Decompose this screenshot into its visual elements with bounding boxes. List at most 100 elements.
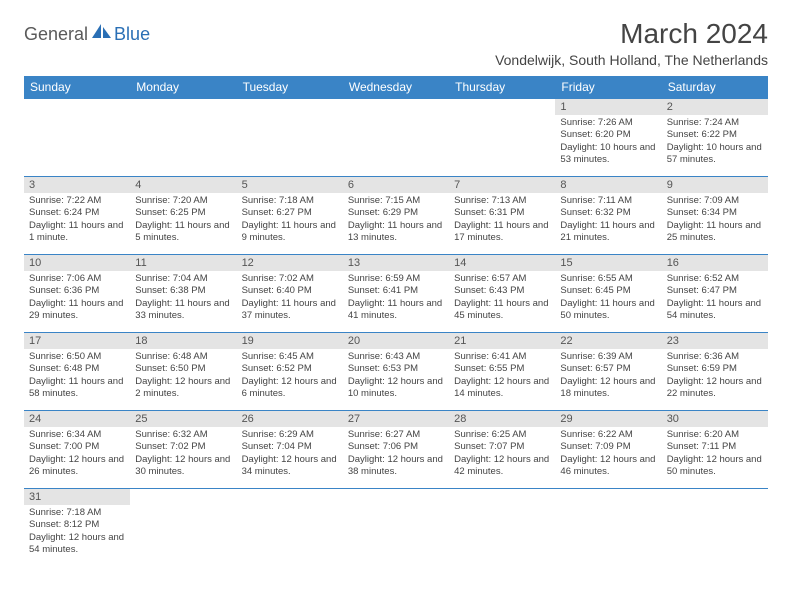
day-cell: 13Sunrise: 6:59 AMSunset: 6:41 PMDayligh… (343, 255, 449, 333)
day-number: 13 (343, 255, 449, 271)
day-number: 19 (237, 333, 343, 349)
week-row: 17Sunrise: 6:50 AMSunset: 6:48 PMDayligh… (24, 333, 768, 411)
day-number: 25 (130, 411, 236, 427)
day-details: Sunrise: 6:27 AMSunset: 7:06 PMDaylight:… (343, 427, 449, 482)
day-number: 18 (130, 333, 236, 349)
day-cell: 8Sunrise: 7:11 AMSunset: 6:32 PMDaylight… (555, 177, 661, 255)
day-number: 3 (24, 177, 130, 193)
day-details: Sunrise: 7:24 AMSunset: 6:22 PMDaylight:… (662, 115, 768, 170)
day-details: Sunrise: 6:43 AMSunset: 6:53 PMDaylight:… (343, 349, 449, 404)
header: General Blue March 2024 Vondelwijk, Sout… (24, 18, 768, 68)
day-header: Friday (555, 76, 661, 99)
day-number: 14 (449, 255, 555, 271)
day-details: Sunrise: 7:13 AMSunset: 6:31 PMDaylight:… (449, 193, 555, 248)
day-cell (237, 489, 343, 567)
day-number: 4 (130, 177, 236, 193)
week-row: 24Sunrise: 6:34 AMSunset: 7:00 PMDayligh… (24, 411, 768, 489)
day-details: Sunrise: 6:36 AMSunset: 6:59 PMDaylight:… (662, 349, 768, 404)
week-row: 10Sunrise: 7:06 AMSunset: 6:36 PMDayligh… (24, 255, 768, 333)
day-header: Monday (130, 76, 236, 99)
calendar-table: SundayMondayTuesdayWednesdayThursdayFrid… (24, 76, 768, 567)
day-details: Sunrise: 6:55 AMSunset: 6:45 PMDaylight:… (555, 271, 661, 326)
day-cell (237, 99, 343, 177)
day-details: Sunrise: 7:04 AMSunset: 6:38 PMDaylight:… (130, 271, 236, 326)
day-cell (130, 489, 236, 567)
location: Vondelwijk, South Holland, The Netherlan… (495, 52, 768, 68)
day-cell: 18Sunrise: 6:48 AMSunset: 6:50 PMDayligh… (130, 333, 236, 411)
day-number: 24 (24, 411, 130, 427)
day-details: Sunrise: 6:22 AMSunset: 7:09 PMDaylight:… (555, 427, 661, 482)
day-details: Sunrise: 6:50 AMSunset: 6:48 PMDaylight:… (24, 349, 130, 404)
day-number: 8 (555, 177, 661, 193)
day-cell: 24Sunrise: 6:34 AMSunset: 7:00 PMDayligh… (24, 411, 130, 489)
day-cell: 26Sunrise: 6:29 AMSunset: 7:04 PMDayligh… (237, 411, 343, 489)
day-details: Sunrise: 6:29 AMSunset: 7:04 PMDaylight:… (237, 427, 343, 482)
day-details: Sunrise: 6:45 AMSunset: 6:52 PMDaylight:… (237, 349, 343, 404)
day-cell: 28Sunrise: 6:25 AMSunset: 7:07 PMDayligh… (449, 411, 555, 489)
day-number: 20 (343, 333, 449, 349)
week-row: 31Sunrise: 7:18 AMSunset: 8:12 PMDayligh… (24, 489, 768, 567)
day-details: Sunrise: 6:59 AMSunset: 6:41 PMDaylight:… (343, 271, 449, 326)
week-row: 3Sunrise: 7:22 AMSunset: 6:24 PMDaylight… (24, 177, 768, 255)
day-cell: 23Sunrise: 6:36 AMSunset: 6:59 PMDayligh… (662, 333, 768, 411)
day-details: Sunrise: 7:15 AMSunset: 6:29 PMDaylight:… (343, 193, 449, 248)
day-cell (555, 489, 661, 567)
day-details: Sunrise: 6:20 AMSunset: 7:11 PMDaylight:… (662, 427, 768, 482)
day-cell (449, 489, 555, 567)
day-number: 26 (237, 411, 343, 427)
day-cell: 15Sunrise: 6:55 AMSunset: 6:45 PMDayligh… (555, 255, 661, 333)
day-header: Saturday (662, 76, 768, 99)
day-cell (449, 99, 555, 177)
day-cell (343, 489, 449, 567)
month-title: March 2024 (495, 18, 768, 50)
logo-sail-icon (92, 24, 112, 45)
day-number: 23 (662, 333, 768, 349)
day-details: Sunrise: 7:02 AMSunset: 6:40 PMDaylight:… (237, 271, 343, 326)
day-header: Wednesday (343, 76, 449, 99)
day-cell: 2Sunrise: 7:24 AMSunset: 6:22 PMDaylight… (662, 99, 768, 177)
day-number: 30 (662, 411, 768, 427)
day-number: 27 (343, 411, 449, 427)
day-cell: 29Sunrise: 6:22 AMSunset: 7:09 PMDayligh… (555, 411, 661, 489)
day-cell: 17Sunrise: 6:50 AMSunset: 6:48 PMDayligh… (24, 333, 130, 411)
calendar-body: 1Sunrise: 7:26 AMSunset: 6:20 PMDaylight… (24, 99, 768, 567)
day-cell (24, 99, 130, 177)
day-details: Sunrise: 7:26 AMSunset: 6:20 PMDaylight:… (555, 115, 661, 170)
day-details: Sunrise: 7:09 AMSunset: 6:34 PMDaylight:… (662, 193, 768, 248)
day-cell: 19Sunrise: 6:45 AMSunset: 6:52 PMDayligh… (237, 333, 343, 411)
day-cell: 16Sunrise: 6:52 AMSunset: 6:47 PMDayligh… (662, 255, 768, 333)
day-cell: 10Sunrise: 7:06 AMSunset: 6:36 PMDayligh… (24, 255, 130, 333)
day-number: 10 (24, 255, 130, 271)
day-number: 12 (237, 255, 343, 271)
day-header: Thursday (449, 76, 555, 99)
day-cell: 11Sunrise: 7:04 AMSunset: 6:38 PMDayligh… (130, 255, 236, 333)
day-number: 1 (555, 99, 661, 115)
day-details: Sunrise: 7:18 AMSunset: 8:12 PMDaylight:… (24, 505, 130, 560)
day-header: Sunday (24, 76, 130, 99)
day-cell: 14Sunrise: 6:57 AMSunset: 6:43 PMDayligh… (449, 255, 555, 333)
day-number: 9 (662, 177, 768, 193)
day-details: Sunrise: 6:48 AMSunset: 6:50 PMDaylight:… (130, 349, 236, 404)
day-cell: 20Sunrise: 6:43 AMSunset: 6:53 PMDayligh… (343, 333, 449, 411)
day-details: Sunrise: 7:11 AMSunset: 6:32 PMDaylight:… (555, 193, 661, 248)
day-cell: 21Sunrise: 6:41 AMSunset: 6:55 PMDayligh… (449, 333, 555, 411)
day-number: 2 (662, 99, 768, 115)
day-cell: 6Sunrise: 7:15 AMSunset: 6:29 PMDaylight… (343, 177, 449, 255)
day-cell: 22Sunrise: 6:39 AMSunset: 6:57 PMDayligh… (555, 333, 661, 411)
day-number: 17 (24, 333, 130, 349)
day-details: Sunrise: 6:34 AMSunset: 7:00 PMDaylight:… (24, 427, 130, 482)
day-cell: 12Sunrise: 7:02 AMSunset: 6:40 PMDayligh… (237, 255, 343, 333)
day-cell (130, 99, 236, 177)
day-number: 16 (662, 255, 768, 271)
day-header-row: SundayMondayTuesdayWednesdayThursdayFrid… (24, 76, 768, 99)
day-details: Sunrise: 6:32 AMSunset: 7:02 PMDaylight:… (130, 427, 236, 482)
day-number: 22 (555, 333, 661, 349)
day-details: Sunrise: 7:06 AMSunset: 6:36 PMDaylight:… (24, 271, 130, 326)
day-header: Tuesday (237, 76, 343, 99)
day-number: 15 (555, 255, 661, 271)
day-number: 31 (24, 489, 130, 505)
day-cell: 7Sunrise: 7:13 AMSunset: 6:31 PMDaylight… (449, 177, 555, 255)
day-number: 21 (449, 333, 555, 349)
day-cell: 5Sunrise: 7:18 AMSunset: 6:27 PMDaylight… (237, 177, 343, 255)
day-cell: 3Sunrise: 7:22 AMSunset: 6:24 PMDaylight… (24, 177, 130, 255)
